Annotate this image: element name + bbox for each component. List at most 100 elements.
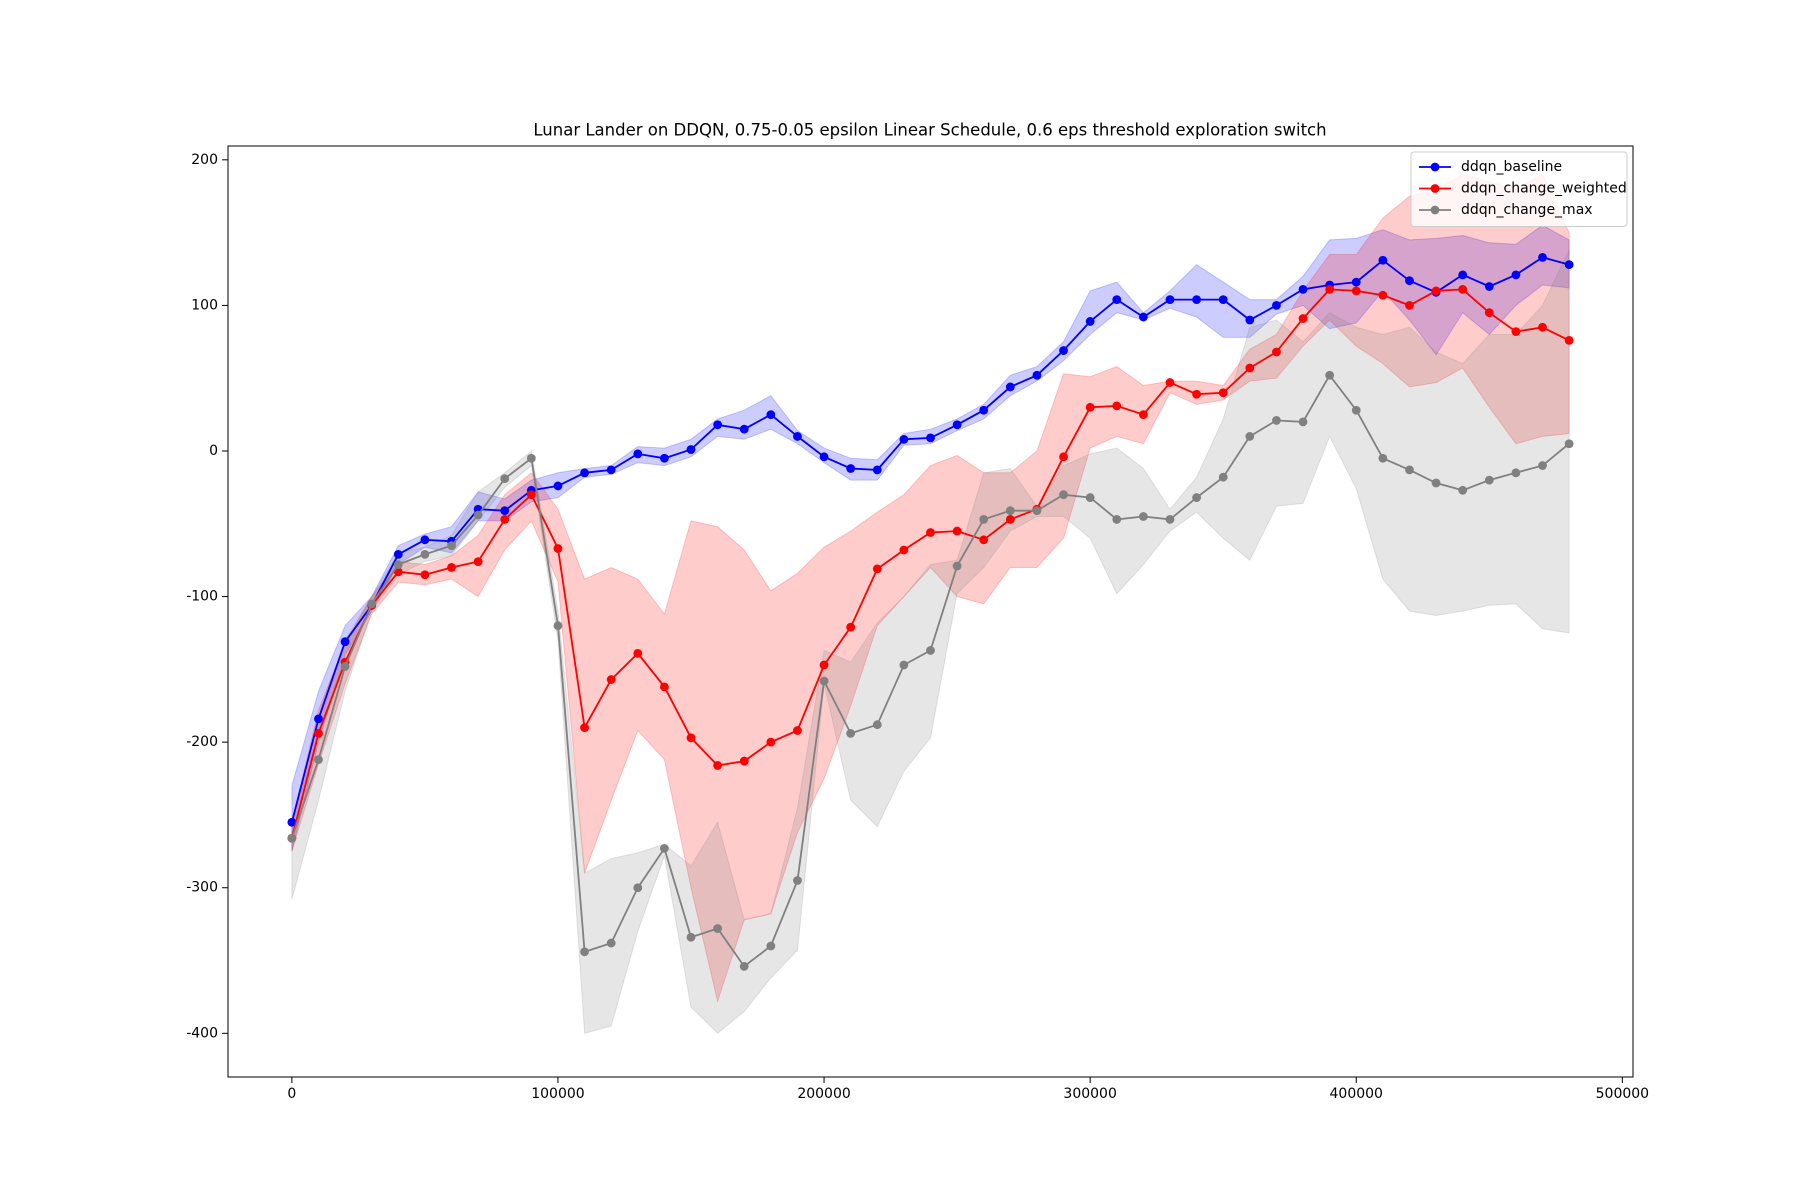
marker	[1405, 276, 1414, 286]
marker	[979, 515, 989, 524]
marker	[553, 544, 563, 553]
marker	[819, 660, 829, 670]
y-tick-label: 200	[191, 152, 218, 168]
marker	[979, 535, 989, 545]
marker	[1272, 416, 1281, 425]
marker	[1272, 347, 1281, 357]
marker	[340, 662, 350, 671]
chart-title: Lunar Lander on DDQN, 0.75-0.05 epsilon …	[533, 121, 1326, 140]
y-tick-label: -200	[186, 734, 218, 750]
marker	[580, 468, 589, 478]
marker	[1351, 277, 1361, 287]
band	[291, 173, 1570, 1004]
marker	[819, 676, 829, 686]
marker	[1431, 286, 1441, 296]
marker	[1325, 284, 1335, 294]
marker	[1431, 478, 1441, 488]
legend-label: ddqn_baseline	[1461, 159, 1562, 175]
marker	[660, 453, 669, 463]
marker	[314, 729, 323, 738]
marker	[1458, 284, 1468, 294]
marker	[1245, 432, 1255, 441]
marker	[1245, 363, 1255, 373]
marker	[1378, 255, 1388, 265]
marker	[872, 564, 882, 574]
marker	[1085, 493, 1095, 502]
marker	[1511, 327, 1521, 337]
marker	[1272, 301, 1281, 310]
marker	[926, 433, 935, 443]
marker	[766, 737, 776, 747]
marker	[1351, 286, 1361, 296]
marker	[1484, 475, 1494, 485]
marker	[1165, 378, 1175, 387]
marker	[420, 549, 430, 559]
y-tick-label: 100	[191, 297, 218, 313]
marker	[766, 941, 776, 951]
marker	[367, 599, 377, 609]
marker	[1165, 295, 1175, 304]
marker	[500, 506, 510, 516]
marker	[713, 924, 723, 933]
marker	[447, 563, 456, 572]
marker	[1484, 282, 1494, 291]
marker	[1325, 370, 1335, 380]
marker	[952, 420, 962, 430]
marker	[1192, 493, 1201, 502]
marker	[952, 561, 962, 571]
x-tick-label: 100000	[531, 1086, 584, 1102]
marker	[1564, 439, 1574, 449]
marker	[526, 490, 536, 500]
marker	[1138, 410, 1148, 419]
marker	[1218, 295, 1228, 304]
marker	[1458, 485, 1468, 495]
marker	[846, 464, 856, 473]
legend-marker	[1430, 162, 1440, 172]
x-tick-label: 500000	[1596, 1086, 1649, 1102]
marker	[686, 733, 696, 743]
marker	[660, 844, 669, 853]
y-tick-label: -100	[186, 589, 218, 605]
marker	[606, 938, 616, 948]
plot-frame	[227, 145, 1634, 1078]
marker	[846, 622, 856, 632]
marker	[580, 723, 589, 733]
marker	[793, 432, 802, 441]
marker	[500, 515, 510, 524]
marker	[1112, 401, 1122, 411]
marker	[952, 526, 962, 536]
marker	[1112, 515, 1122, 524]
marker	[1378, 453, 1388, 463]
marker	[1059, 490, 1068, 500]
marker	[899, 660, 909, 670]
marker	[1351, 405, 1361, 415]
marker	[606, 465, 616, 475]
y-tick-label: -300	[186, 880, 218, 896]
marker	[1458, 270, 1468, 280]
marker	[1218, 388, 1228, 398]
marker	[739, 756, 749, 766]
marker	[1298, 284, 1308, 294]
marker	[1484, 308, 1494, 318]
marker	[872, 465, 882, 475]
marker	[526, 453, 536, 463]
marker	[633, 883, 643, 893]
marker	[473, 557, 483, 567]
marker	[899, 434, 909, 444]
marker	[766, 410, 776, 419]
marker	[1112, 295, 1122, 304]
legend-label: ddqn_change_weighted	[1461, 181, 1627, 197]
marker	[1405, 465, 1414, 475]
marker	[1298, 314, 1308, 323]
marker	[393, 567, 403, 577]
marker	[1085, 317, 1095, 326]
marker	[713, 761, 723, 770]
marker	[713, 420, 723, 430]
marker	[686, 932, 696, 942]
marker	[314, 755, 323, 765]
marker	[1298, 417, 1308, 427]
marker	[739, 424, 749, 434]
marker	[793, 876, 802, 885]
marker	[447, 541, 456, 551]
